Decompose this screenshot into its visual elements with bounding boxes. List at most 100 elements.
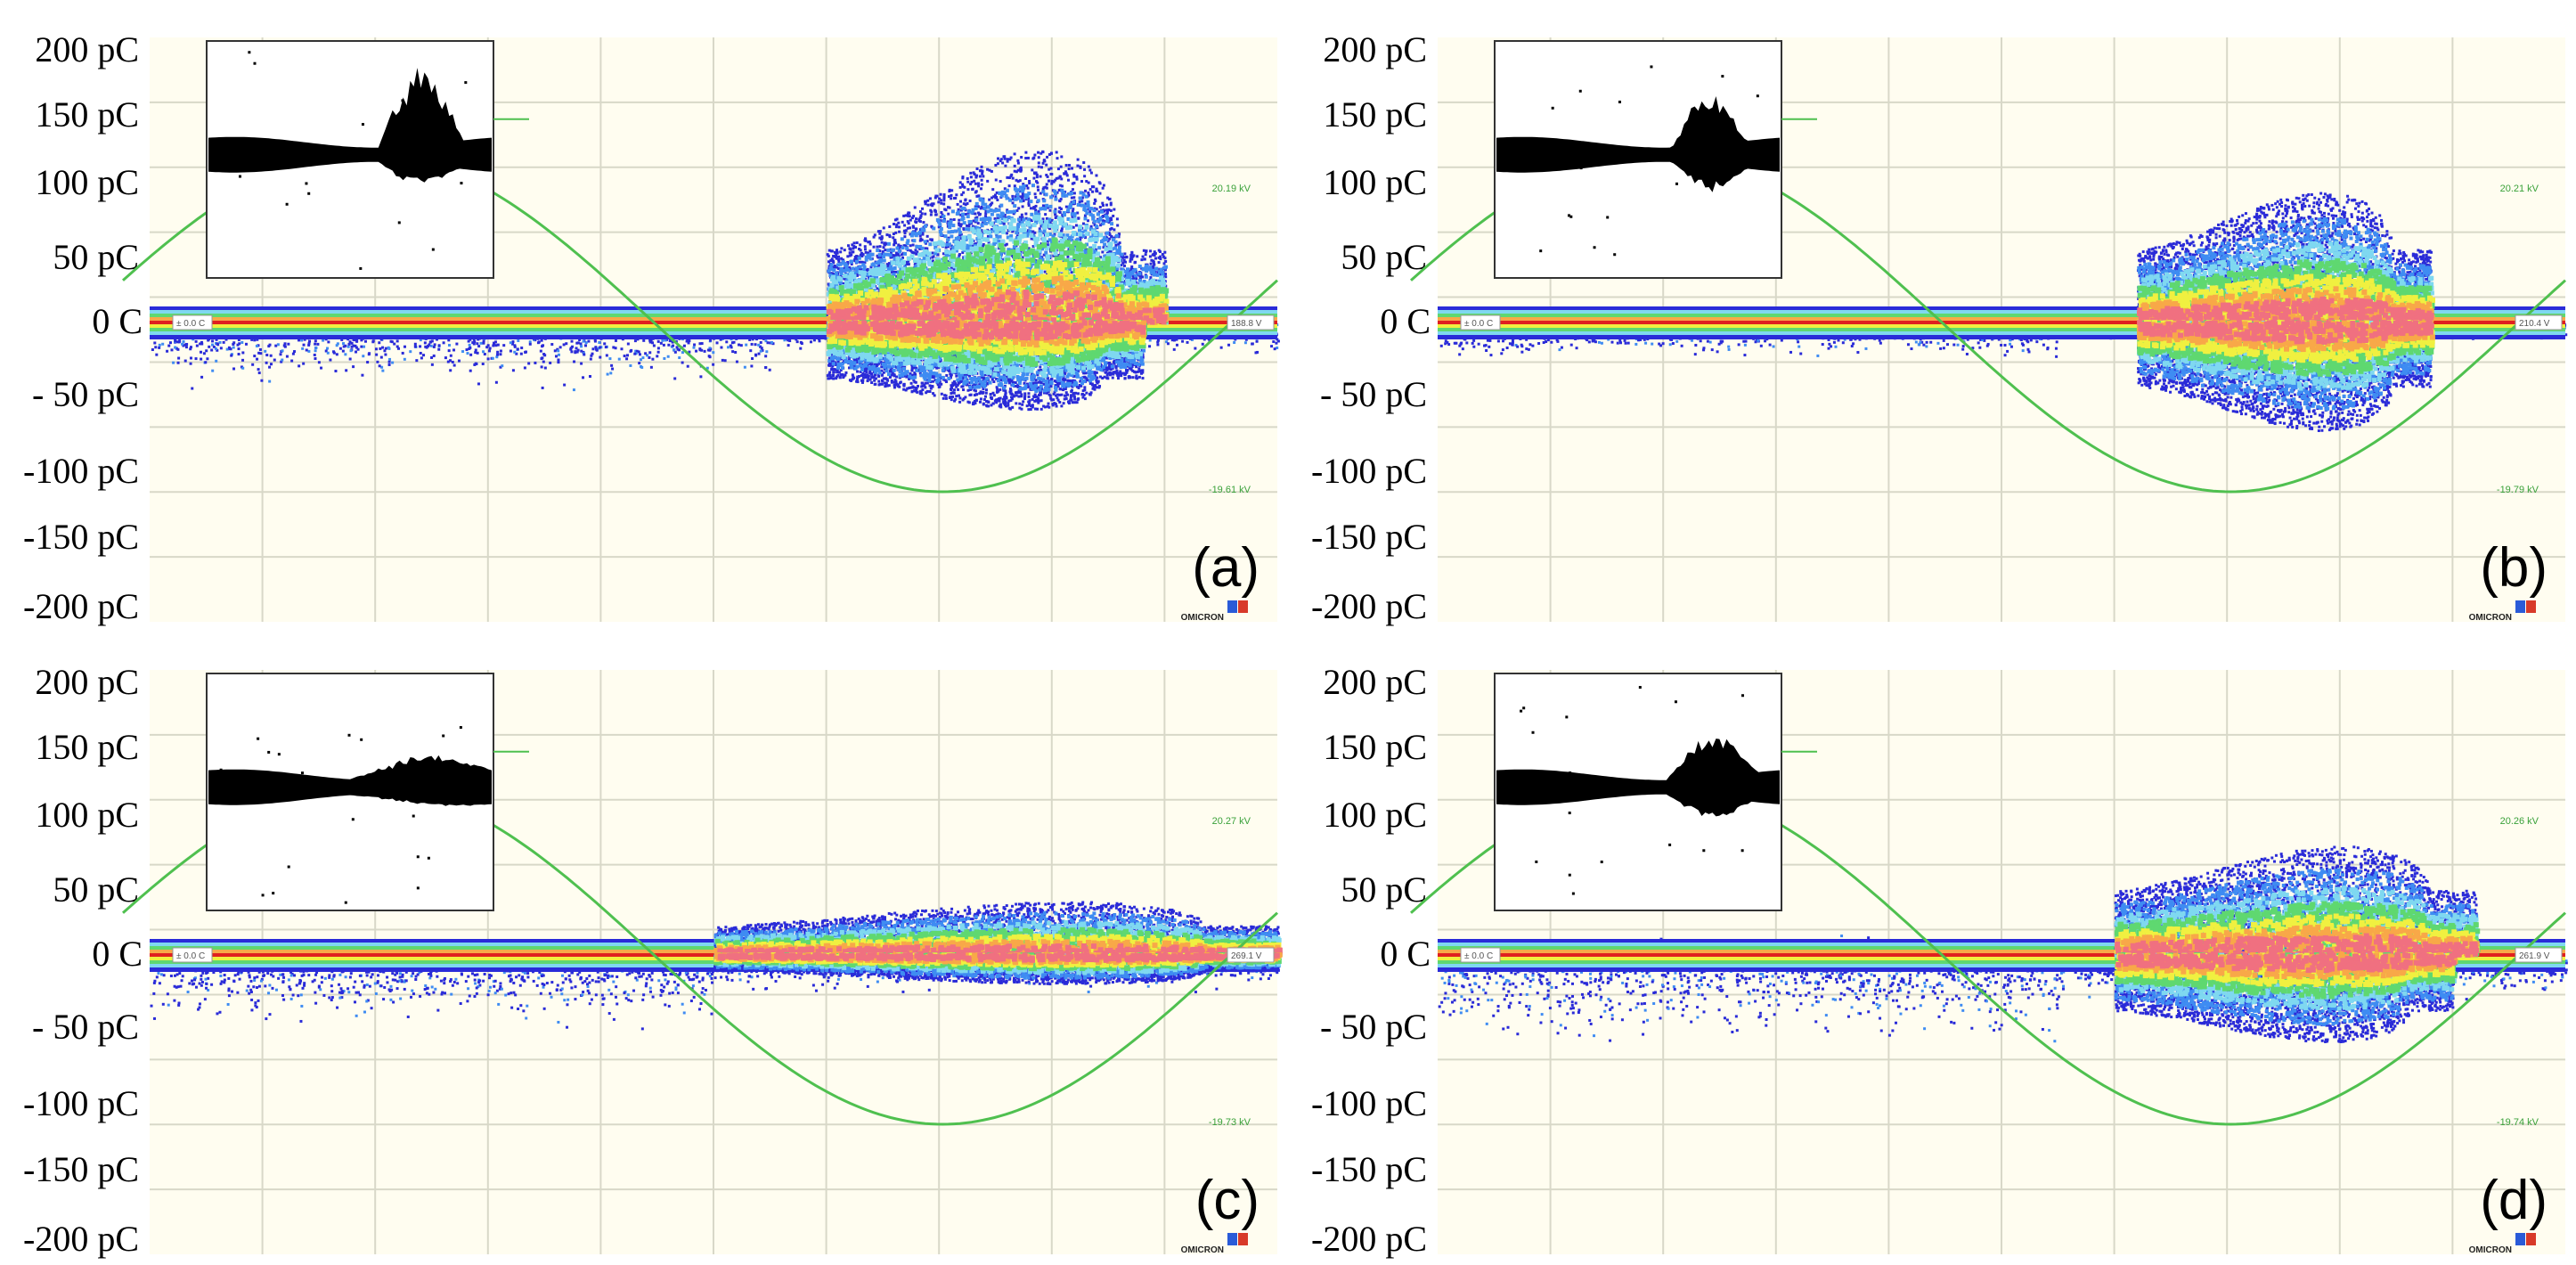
noise-point [609,371,612,374]
noise-point [448,349,451,352]
pd-point [1039,175,1042,178]
noise-point [640,358,642,361]
pd-point [999,159,1002,162]
noise-point [744,366,746,369]
noise-point [161,343,164,346]
pd-point [893,243,895,246]
noise-point [591,347,594,350]
pd-point [1016,159,1019,162]
noise-point [688,339,690,342]
noise-point [195,357,198,360]
noise-point [230,355,232,357]
noise-point [196,345,199,347]
noise-point [626,354,629,356]
noise-point [764,366,767,369]
noise-point [542,387,544,389]
noise-point [540,357,542,360]
noise-point [203,352,206,355]
pd-point [1140,258,1143,261]
pd-point [942,199,945,201]
pd-point [942,196,945,199]
noise-point [1272,340,1275,343]
noise-point [557,361,559,363]
noise-point [582,376,584,379]
noise-point [241,367,244,370]
noise-point [430,356,433,359]
noise-point [484,353,486,355]
noise-point [765,350,768,353]
noise-point [1176,344,1178,347]
noise-point [216,343,219,346]
noise-point [618,358,621,361]
pd-point [1162,253,1164,256]
pd-point [1093,202,1096,205]
pd-point [1048,180,1050,183]
pd-point [1046,187,1048,190]
pd-point [881,241,884,244]
pd-point [859,265,862,269]
pd-point [1061,227,1064,230]
noise-point [347,343,350,346]
pd-point [1035,180,1038,183]
pd-point [901,221,904,224]
pd-point [846,255,849,257]
pd-point [864,248,867,250]
pd-point [1044,271,1047,273]
pd-point [852,250,854,253]
pd-point [1102,187,1105,190]
pd-point [1028,204,1031,207]
pd-point [1010,157,1013,159]
noise-point [673,348,675,351]
noise-point [257,352,260,355]
pd-point [850,254,852,257]
pd-point [1117,243,1120,246]
noise-point [712,351,714,354]
pd-point [1045,164,1048,167]
pd-point [1065,172,1068,175]
noise-point [236,344,239,347]
pd-point [852,241,855,244]
pd-point [986,180,989,183]
pd-point [1091,191,1094,193]
noise-point [343,345,346,347]
noise-point [476,342,478,345]
pd-point [930,214,933,216]
noise-point [387,347,390,350]
pd-point [974,183,977,185]
noise-point [603,342,606,345]
pd-point [982,170,984,173]
pd-point [1149,255,1152,257]
pd-point [904,232,907,234]
pd-point [1037,185,1039,188]
pd-point [1060,177,1063,180]
noise-point [687,365,689,368]
noise-point [388,363,391,366]
noise-point [1173,348,1176,351]
noise-point [788,339,791,342]
pd-point [936,195,939,198]
pd-point [1096,190,1098,192]
pd-point [1163,257,1166,259]
pd-point [903,224,906,226]
pd-point [1006,176,1008,179]
pd-point [1043,159,1046,162]
pd-point [847,244,850,247]
pd-point [1057,176,1060,179]
pd-point [1095,174,1097,176]
noise-point [489,347,492,349]
noise-point [751,343,754,346]
noise-point [606,354,608,356]
noise-point [644,352,647,355]
noise-point [458,360,461,363]
pd-point [907,227,909,230]
noise-point [542,344,544,347]
pd-point [894,232,897,234]
pd-point [907,220,909,223]
noise-point [448,344,451,347]
noise-point [206,357,208,360]
noise-point [240,341,243,344]
noise-point [513,344,516,347]
pd-point [1095,224,1098,228]
noise-point [657,351,660,354]
noise-point [314,354,316,356]
